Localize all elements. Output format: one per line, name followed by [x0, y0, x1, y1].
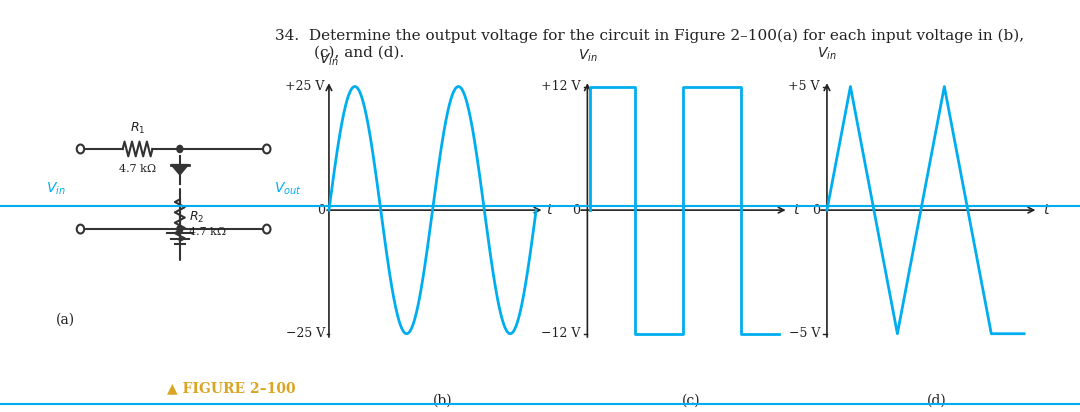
Text: $V_{in}$: $V_{in}$: [319, 52, 339, 68]
Text: (a): (a): [56, 313, 75, 327]
Text: $V_{in}$: $V_{in}$: [45, 181, 66, 197]
Text: 4.7 kΩ: 4.7 kΩ: [119, 164, 157, 174]
Text: 0: 0: [572, 204, 580, 217]
Text: (b): (b): [433, 394, 453, 408]
Text: +5 V: +5 V: [788, 80, 820, 93]
Circle shape: [77, 145, 84, 153]
Text: $R_2$: $R_2$: [189, 210, 204, 225]
Text: $V_{in}$: $V_{in}$: [578, 48, 597, 64]
Circle shape: [177, 225, 183, 233]
Circle shape: [264, 225, 270, 234]
Text: $V_{out}$: $V_{out}$: [274, 181, 302, 197]
Text: ▲ FIGURE 2–100: ▲ FIGURE 2–100: [167, 382, 296, 396]
Text: 0: 0: [812, 204, 820, 217]
Text: 34.  Determine the output voltage for the circuit in Figure 2–100(a) for each in: 34. Determine the output voltage for the…: [275, 29, 1025, 59]
Text: 4.7 kΩ: 4.7 kΩ: [189, 227, 226, 237]
Text: +25 V: +25 V: [285, 80, 325, 93]
Text: −25 V: −25 V: [285, 327, 325, 340]
Text: −5 V: −5 V: [788, 327, 820, 340]
Text: $t$: $t$: [1043, 203, 1051, 217]
Polygon shape: [171, 164, 189, 175]
Text: $t$: $t$: [794, 203, 801, 217]
Circle shape: [77, 225, 84, 234]
Text: (c): (c): [681, 394, 701, 408]
Text: (d): (d): [927, 394, 946, 408]
Text: 0: 0: [316, 204, 325, 217]
Text: +12 V: +12 V: [541, 80, 580, 93]
Text: $R_1$: $R_1$: [130, 121, 146, 136]
Circle shape: [177, 145, 183, 152]
Circle shape: [264, 145, 270, 153]
Text: $V_{in}$: $V_{in}$: [818, 45, 837, 62]
Text: −12 V: −12 V: [541, 327, 580, 340]
Text: $t$: $t$: [546, 203, 554, 217]
